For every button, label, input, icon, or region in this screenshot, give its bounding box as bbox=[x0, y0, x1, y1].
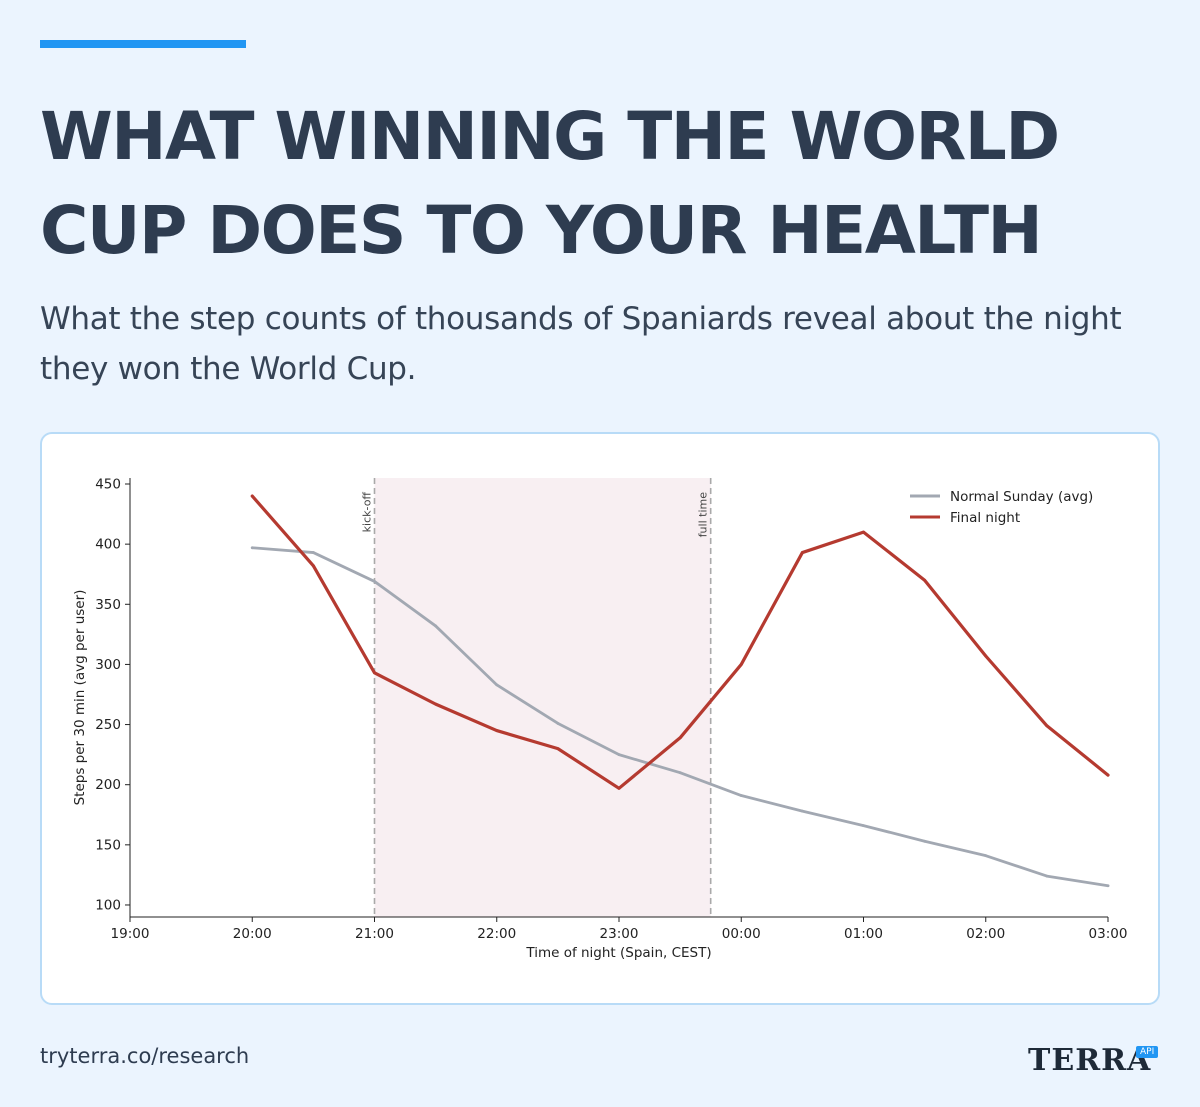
legend-label-0: Normal Sunday (avg) bbox=[950, 489, 1093, 505]
data-point-s0-4 bbox=[495, 683, 499, 687]
y-tick-label: 250 bbox=[95, 717, 121, 733]
y-tick-label: 150 bbox=[95, 837, 121, 853]
data-point-s1-1 bbox=[311, 564, 315, 568]
data-point-s1-14 bbox=[1106, 773, 1110, 777]
page-subtitle: What the step counts of thousands of Spa… bbox=[40, 301, 1122, 387]
x-tick-label: 21:00 bbox=[355, 926, 394, 942]
page-title: WHAT WINNING THE WORLD CUP DOES TO YOUR … bbox=[40, 98, 1060, 269]
data-point-s1-2 bbox=[373, 671, 376, 675]
data-point-s0-6 bbox=[617, 753, 621, 757]
data-point-s0-11 bbox=[923, 839, 927, 843]
data-point-s0-5 bbox=[556, 721, 560, 725]
y-tick-label: 400 bbox=[95, 537, 121, 553]
data-point-s1-9 bbox=[800, 551, 804, 554]
logo-api-badge: API bbox=[1136, 1046, 1159, 1058]
annotation-label-1: full time bbox=[697, 492, 710, 538]
data-point-s0-12 bbox=[984, 854, 988, 858]
chart-card: kick-off full time 100 150 200 250 300 350 400 45… bbox=[40, 432, 1160, 1005]
data-point-s1-10 bbox=[862, 530, 865, 534]
x-tick-label: 00:00 bbox=[722, 926, 761, 942]
y-axis-label: Steps per 30 min (avg per user) bbox=[72, 590, 88, 806]
data-point-s0-0 bbox=[250, 546, 254, 550]
annotation-label-0: kick-off bbox=[361, 492, 374, 533]
terra-logo: TERRA API bbox=[1028, 1043, 1159, 1078]
data-point-s1-13 bbox=[1045, 724, 1049, 728]
y-tick-label: 100 bbox=[95, 897, 121, 913]
x-tick-label: 20:00 bbox=[233, 926, 272, 942]
data-point-s0-2 bbox=[373, 580, 376, 583]
data-point-s0-10 bbox=[862, 824, 865, 827]
y-tick-label: 450 bbox=[95, 477, 121, 493]
data-point-s0-3 bbox=[434, 624, 438, 628]
accent-bar bbox=[40, 40, 246, 48]
data-point-s1-4 bbox=[495, 729, 499, 732]
y-tick-label: 300 bbox=[95, 657, 121, 673]
x-tick-label: 23:00 bbox=[600, 926, 639, 942]
data-point-s1-7 bbox=[678, 736, 682, 740]
x-axis-label: Time of night (Spain, CEST) bbox=[525, 945, 711, 961]
legend-label-1: Final night bbox=[950, 510, 1020, 526]
x-tick-label: 01:00 bbox=[844, 926, 883, 942]
data-point-s0-7 bbox=[678, 771, 682, 775]
x-tick-label: 02:00 bbox=[966, 926, 1005, 942]
data-point-s0-14 bbox=[1106, 884, 1110, 888]
x-tick-label: 03:00 bbox=[1089, 926, 1128, 942]
y-tick-label: 350 bbox=[95, 597, 121, 613]
logo-text: TERRA bbox=[1028, 1043, 1152, 1078]
data-point-s0-1 bbox=[311, 551, 315, 554]
data-point-s1-6 bbox=[617, 786, 621, 790]
data-point-s1-0 bbox=[250, 494, 254, 498]
data-point-s1-5 bbox=[556, 747, 560, 751]
data-point-s0-8 bbox=[739, 794, 743, 797]
x-tick-label: 19:00 bbox=[111, 926, 150, 942]
footer-url[interactable]: tryterra.co/research bbox=[40, 1044, 250, 1068]
match-shaded-region bbox=[374, 478, 711, 917]
data-point-s1-8 bbox=[739, 663, 743, 666]
data-point-s1-11 bbox=[923, 578, 927, 582]
data-point-s1-12 bbox=[984, 654, 988, 658]
data-point-s0-9 bbox=[800, 809, 804, 813]
x-tick-label: 22:00 bbox=[477, 926, 516, 942]
line-chart: kick-off full time 100 150 200 250 300 350 400 45… bbox=[72, 477, 1128, 961]
data-point-s1-3 bbox=[434, 702, 438, 706]
data-point-s0-13 bbox=[1045, 874, 1049, 878]
y-tick-label: 200 bbox=[95, 777, 121, 793]
